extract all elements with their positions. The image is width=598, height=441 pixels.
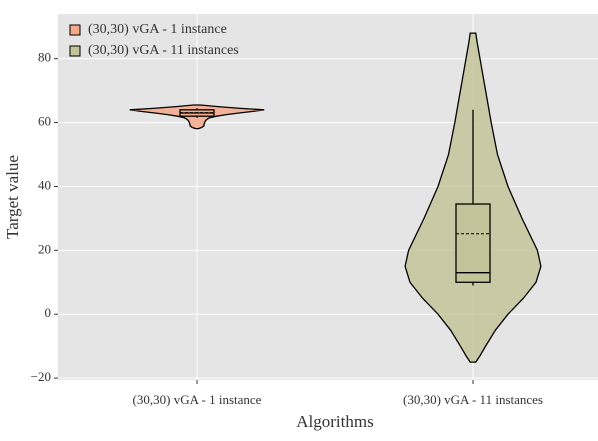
y-tick-label: 80 — [38, 50, 51, 65]
legend-label: (30,30) vGA - 11 instances — [88, 43, 239, 58]
y-axis-label: Target value — [3, 155, 22, 239]
y-tick-label: −20 — [31, 369, 51, 384]
x-axis-label: Algorithms — [296, 412, 373, 431]
x-tick-label: (30,30) vGA - 1 instance — [133, 392, 262, 407]
legend-label: (30,30) vGA - 1 instance — [88, 22, 227, 37]
x-tick-label: (30,30) vGA - 11 instances — [403, 392, 543, 407]
legend-swatch — [69, 24, 81, 36]
y-tick-label: 20 — [38, 241, 51, 256]
legend-swatch — [69, 45, 81, 57]
y-tick-label: 0 — [45, 305, 52, 320]
box — [455, 203, 491, 283]
plot-area — [58, 14, 598, 380]
y-tick-label: 60 — [38, 114, 51, 129]
y-tick-label: 40 — [38, 177, 51, 192]
